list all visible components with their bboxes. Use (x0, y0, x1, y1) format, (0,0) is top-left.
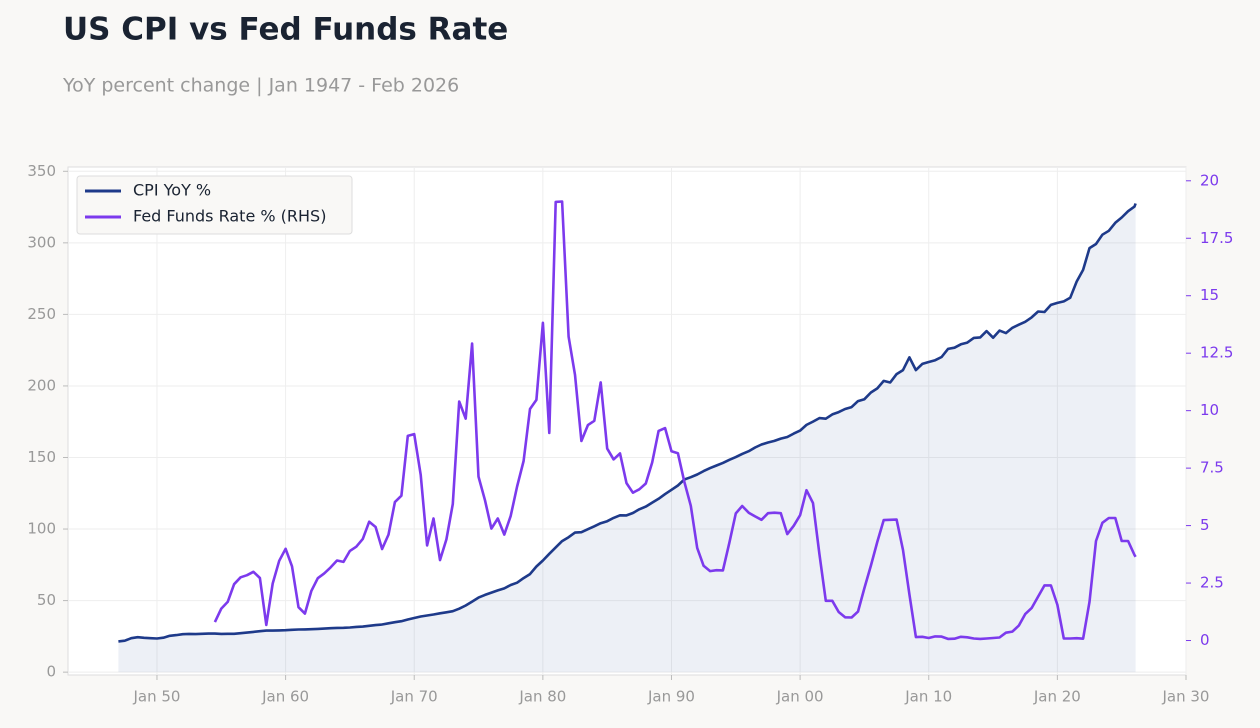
x-tick-label: Jan 60 (261, 688, 309, 706)
x-tick-label: Jan 00 (776, 688, 824, 706)
x-tick-label: Jan 10 (904, 688, 952, 706)
area (118, 203, 1136, 673)
y-tick-label: 300 (27, 233, 56, 251)
y2-tick-label: 2.5 (1200, 574, 1224, 592)
x-tick-label: Jan 20 (1033, 688, 1081, 706)
line (118, 203, 1137, 643)
y-tick-label: 200 (27, 376, 56, 394)
y-tick-label: 150 (27, 448, 56, 466)
x-tick-label: Jan 70 (390, 688, 438, 706)
x-tick-label: Jan 50 (132, 688, 180, 706)
y2-tick-label: 17.5 (1200, 229, 1233, 247)
y-tick-label: 0 (46, 663, 56, 681)
legend-label: Fed Funds Rate % (RHS) (133, 207, 326, 226)
y2-tick-label: 10 (1200, 401, 1219, 419)
y-tick-label: 50 (37, 591, 56, 609)
plot-area (67, 166, 1187, 676)
y2-tick-label: 15 (1200, 286, 1219, 304)
x-tick-label: Jan 80 (518, 688, 566, 706)
chart-subtitle: YoY percent change | Jan 1947 - Feb 2026 (62, 75, 459, 97)
line (213, 200, 1137, 641)
y2-tick-label: 20 (1200, 171, 1219, 189)
y2-tick-label: 5 (1200, 516, 1210, 534)
y-tick-label: 100 (27, 520, 56, 538)
x-tick-label: Jan 30 (1162, 688, 1210, 706)
y2-tick-label: 7.5 (1200, 459, 1224, 477)
legend-label: CPI YoY % (133, 181, 211, 200)
legend-box (76, 175, 353, 235)
y2-tick-label: 0 (1200, 631, 1210, 649)
y-tick-label: 350 (27, 162, 56, 180)
chart-title: US CPI vs Fed Funds Rate (63, 12, 508, 48)
x-tick-label: Jan 90 (647, 688, 695, 706)
y2-tick-label: 12.5 (1200, 344, 1233, 362)
y-tick-label: 250 (27, 305, 56, 323)
